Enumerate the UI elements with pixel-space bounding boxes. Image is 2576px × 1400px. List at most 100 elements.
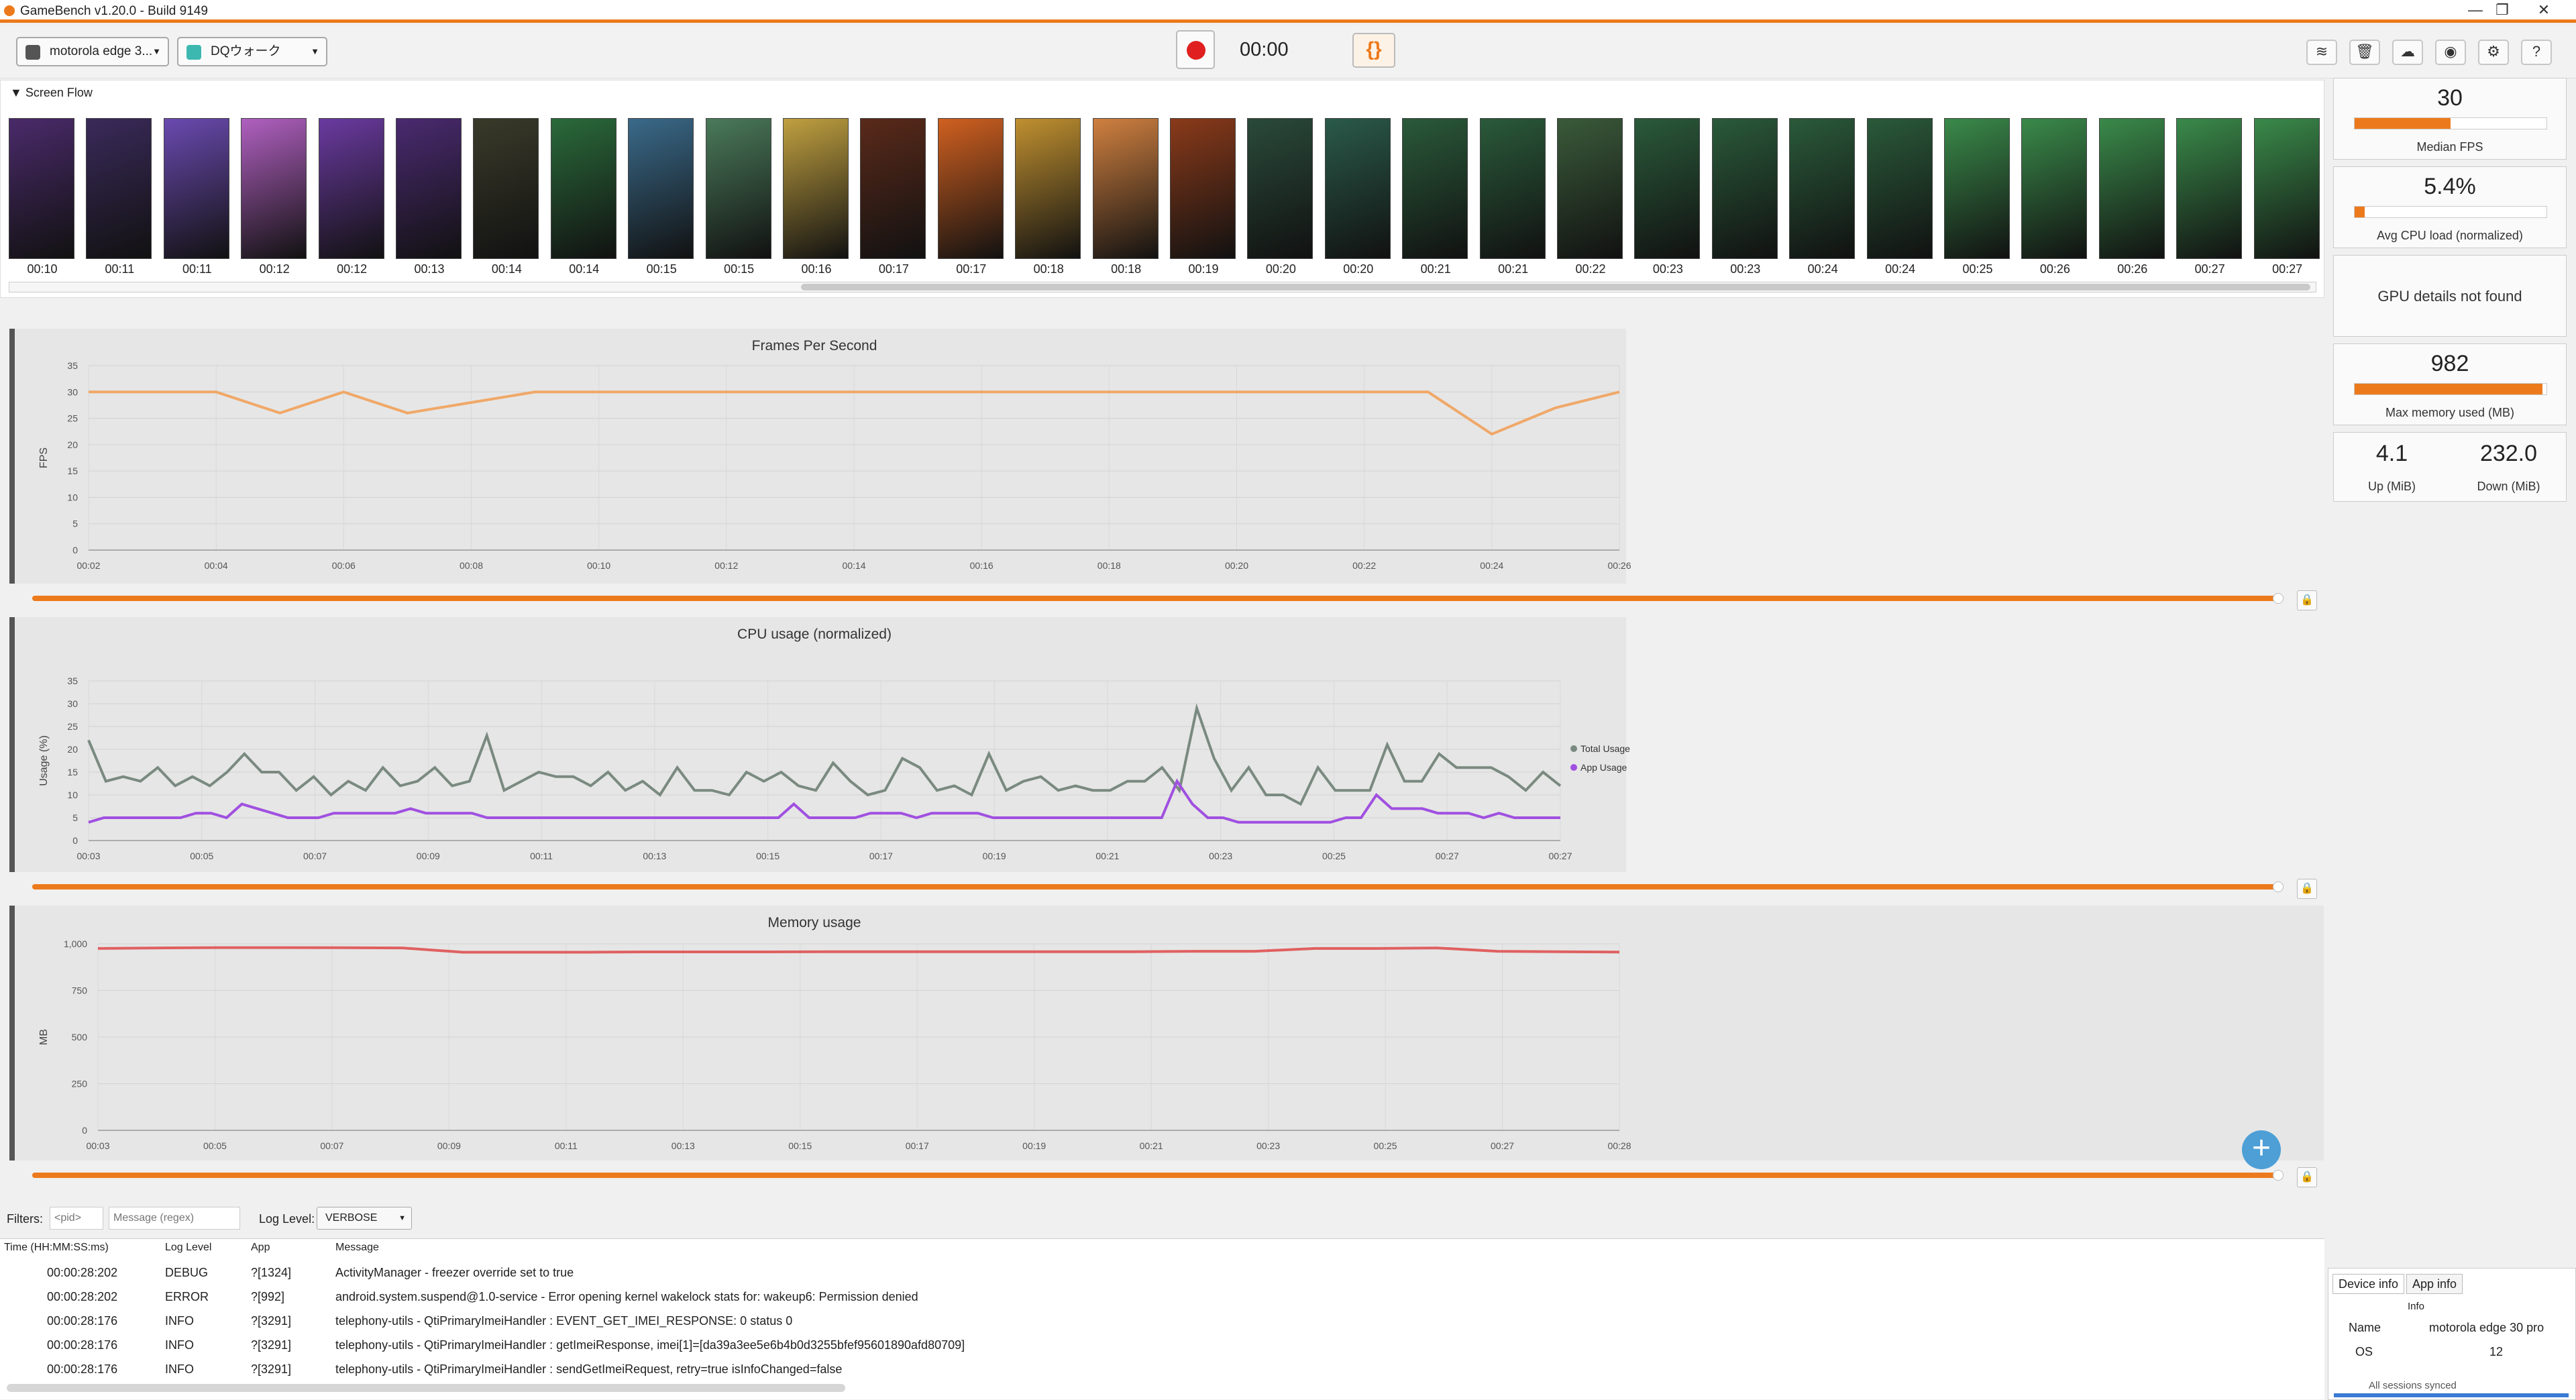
scrollbar-thumb[interactable] (801, 284, 2310, 290)
screen-flow-thumbnail[interactable]: 00:17 (937, 118, 1004, 276)
pid-filter-input[interactable] (50, 1207, 103, 1230)
y-tick-label: 10 (67, 492, 78, 502)
gear-settings-icon[interactable]: ⚙ (2478, 40, 2509, 65)
device-select-value: motorola edge 3... (50, 44, 153, 58)
screen-flow-thumbnail[interactable]: 00:27 (2253, 118, 2320, 276)
x-tick-label: 00:09 (437, 1140, 461, 1151)
close-button[interactable]: ✕ (2537, 1, 2551, 18)
chart-side-handle[interactable] (9, 329, 15, 584)
screen-flow-thumbnail[interactable]: 00:15 (628, 118, 694, 276)
screen-flow-thumbnail[interactable]: 00:18 (1015, 118, 1081, 276)
thumbnail-time: 00:11 (182, 262, 212, 276)
sync-progress-bar (2334, 1393, 2569, 1397)
col-message[interactable]: Message (335, 1242, 379, 1253)
thumbnail-time: 00:10 (27, 262, 58, 276)
tab-app-info[interactable]: App info (2406, 1274, 2463, 1294)
screen-flow-thumbnail[interactable]: 00:12 (241, 118, 307, 276)
chart-side-handle[interactable] (9, 617, 15, 872)
record-button[interactable] (1176, 30, 1215, 69)
slider-handle[interactable] (2273, 881, 2284, 892)
wifi-icon[interactable]: ≋ (2306, 40, 2337, 65)
log-row[interactable]: 00:00:28:176 INFO ?[3291] telephony-utils -… (0, 1333, 2308, 1357)
time-range-slider[interactable] (32, 1173, 2279, 1178)
median-fps-bar-fill (2355, 118, 2451, 129)
screen-flow-thumbnail[interactable]: 00:10 (9, 118, 74, 276)
log-row[interactable]: 00:00:28:202 ERROR ?[992] android.system.su… (0, 1285, 2308, 1309)
screen-flow-thumbnail[interactable]: 00:21 (1479, 118, 1546, 276)
screen-flow-thumbnail[interactable]: 00:24 (1789, 118, 1856, 276)
median-fps-card: 30 Median FPS (2333, 78, 2567, 160)
chart-background (9, 617, 1626, 872)
log-scrollbar[interactable] (7, 1384, 845, 1392)
screen-flow-thumbnail[interactable]: 00:12 (318, 118, 384, 276)
screen-flow-thumbnail[interactable]: 00:15 (705, 118, 771, 276)
tab-device-info[interactable]: Device info (2332, 1274, 2405, 1294)
screen-flow-thumbnail[interactable]: 00:27 (2176, 118, 2243, 276)
x-tick-label: 00:05 (190, 851, 213, 861)
lock-icon[interactable]: 🔒 (2297, 590, 2317, 610)
x-tick-label: 00:28 (1607, 1140, 1631, 1151)
time-range-slider[interactable] (32, 596, 2279, 601)
x-tick-label: 00:21 (1095, 851, 1119, 861)
screen-flow-thumbnail[interactable]: 00:22 (1557, 118, 1623, 276)
slider-handle[interactable] (2273, 593, 2284, 604)
log-row[interactable]: 00:00:28:176 INFO ?[3291] telephony-utils -… (0, 1309, 2308, 1333)
screen-flow-thumbnail[interactable]: 00:23 (1634, 118, 1701, 276)
app-select[interactable]: DQウォーク ▼ (177, 37, 327, 66)
median-fps-bar (2354, 117, 2547, 129)
screen-flow-thumbnail[interactable]: 00:19 (1170, 118, 1236, 276)
screen-flow-thumbnail[interactable]: 00:11 (86, 118, 152, 276)
minimize-button[interactable]: — (2468, 1, 2483, 18)
thumbnail-time: 00:18 (1033, 262, 1064, 276)
screen-flow-thumbnail[interactable]: 00:24 (1866, 118, 1933, 276)
x-tick-label: 00:06 (332, 560, 356, 571)
memory-bar (2354, 383, 2547, 395)
y-tick-label: 750 (72, 985, 88, 996)
screen-flow-scrollbar[interactable] (9, 282, 2316, 292)
screen-flow-thumbnail[interactable]: 00:25 (1944, 118, 2010, 276)
message-filter-input[interactable] (109, 1207, 240, 1230)
legend-marker (1570, 764, 1577, 771)
screen-flow-thumbnail[interactable]: 00:20 (1324, 118, 1391, 276)
download-value: 232.0 (2479, 441, 2538, 466)
lock-icon[interactable]: 🔒 (2297, 1167, 2317, 1187)
time-range-slider[interactable] (32, 884, 2279, 890)
screen-flow-thumbnail[interactable]: 00:16 (783, 118, 849, 276)
y-tick-label: 5 (72, 812, 78, 823)
add-marker-button[interactable]: + (2242, 1130, 2281, 1169)
screen-flow-panel: ▼ Screen Flow 00:10 00:11 00:11 00:12 00:12 0… (0, 80, 2324, 298)
screen-flow-thumbnail[interactable]: 00:21 (1402, 118, 1468, 276)
screen-flow-thumbnail[interactable]: 00:11 (163, 118, 229, 276)
screen-flow-thumbnail[interactable]: 00:13 (396, 118, 462, 276)
slider-handle[interactable] (2273, 1170, 2284, 1181)
trash-icon[interactable]: 🗑 (2349, 40, 2380, 65)
chart-side-handle[interactable] (9, 906, 15, 1161)
screen-flow-thumbnail[interactable]: 00:14 (550, 118, 616, 276)
maximize-button[interactable]: ❐ (2496, 1, 2509, 18)
screen-flow-thumbnail[interactable]: 00:23 (1711, 118, 1778, 276)
screen-flow-label[interactable]: ▼ Screen Flow (10, 86, 93, 99)
lock-icon[interactable]: 🔒 (2297, 879, 2317, 899)
log-level: INFO (165, 1362, 194, 1376)
screen-flow-thumbnail[interactable]: 00:14 (473, 118, 539, 276)
help-icon[interactable]: ? (2521, 40, 2552, 65)
screen-flow-thumbnail[interactable]: 00:17 (860, 118, 926, 276)
col-time[interactable]: Time (HH:MM:SS:ms) (4, 1242, 109, 1253)
screen-flow-thumbnail[interactable]: 00:26 (2021, 118, 2088, 276)
device-select[interactable]: motorola edge 3... ▼ (16, 37, 169, 66)
log-row[interactable]: 00:00:28:202 DEBUG ?[1324] ActivityManager … (0, 1260, 2308, 1285)
screen-flow-thumbnail[interactable]: 00:18 (1092, 118, 1159, 276)
y-tick-label: 500 (72, 1032, 88, 1042)
col-level[interactable]: Log Level (165, 1242, 212, 1253)
json-export-button[interactable]: {} (1352, 33, 1395, 68)
log-row[interactable]: 00:00:28:176 INFO ?[3291] telephony-utils -… (0, 1357, 2308, 1381)
screen-flow-thumbnail[interactable]: 00:20 (1247, 118, 1313, 276)
cloud-upload-icon[interactable]: ☁ (2392, 40, 2423, 65)
screen-flow-thumbnail[interactable]: 00:26 (2098, 118, 2165, 276)
chart-1: CPU usage (normalized) 0 5 10 15 20 25 30 35 00:0… (9, 617, 2324, 907)
log-msg: android.system.suspend@1.0-service - Err… (335, 1290, 918, 1303)
col-app[interactable]: App (251, 1242, 270, 1253)
y-tick-label: 30 (67, 698, 78, 709)
record-settings-icon[interactable]: ◉ (2435, 40, 2466, 65)
log-level-select[interactable]: VERBOSE ▼ (317, 1207, 412, 1230)
